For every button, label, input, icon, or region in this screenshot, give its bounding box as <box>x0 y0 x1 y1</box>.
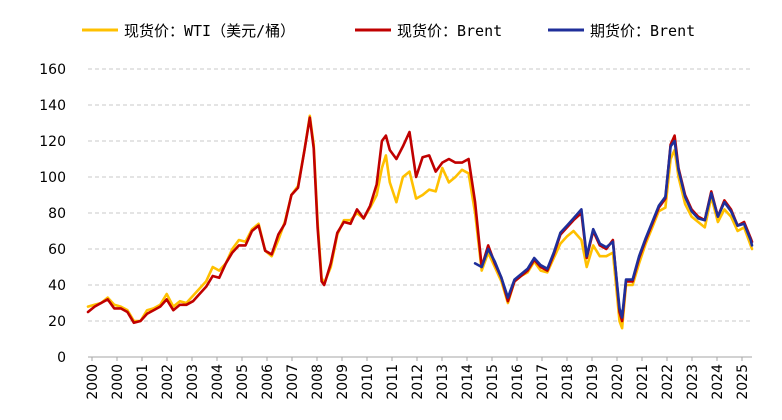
series-brent-futures-line <box>473 139 754 319</box>
legend: 现货价：WTI（美元/桶） 现货价：Brent 期货价：Brent <box>82 22 695 40</box>
x-tick-label: 2010 <box>360 364 376 400</box>
x-tick-label: 2002 <box>160 364 176 400</box>
x-tick-label: 2021 <box>635 364 651 400</box>
series-wti-spot-line <box>86 114 754 330</box>
x-tick-label: 2015 <box>485 364 501 400</box>
x-tick-label: 2024 <box>710 364 726 400</box>
y-axis: 0 20 40 60 80 100 120 140 160 <box>39 62 66 366</box>
series-brent-futures-legend-label: 期货价：Brent <box>590 22 695 40</box>
y-tick-label: 60 <box>48 242 66 258</box>
x-tick-label: 2006 <box>260 364 276 400</box>
x-tick-label: 2003 <box>185 364 201 400</box>
y-tick-label: 120 <box>39 134 66 150</box>
series-group <box>86 114 754 330</box>
x-tick-label: 2007 <box>285 364 301 400</box>
x-tick-label: 2009 <box>335 364 351 400</box>
x-axis: 2000 2000 2001 2002 2003 2004 2005 2006 2007 2008… <box>85 356 752 400</box>
y-tick-label: 160 <box>39 62 66 78</box>
series-wti-spot-legend-label: 现货价：WTI（美元/桶） <box>124 22 295 40</box>
y-tick-label: 0 <box>57 350 66 366</box>
x-tick-label: 2016 <box>510 364 526 400</box>
y-tick-label: 140 <box>39 98 66 114</box>
series-brent-spot-legend-label: 现货价：Brent <box>397 22 502 40</box>
y-tick-label: 40 <box>48 278 66 294</box>
y-tick-label: 20 <box>48 314 66 330</box>
x-tick-label: 2022 <box>660 364 676 400</box>
grid <box>88 68 752 322</box>
x-tick-label: 2025 <box>735 364 751 400</box>
x-tick-label: 2023 <box>685 364 701 400</box>
x-tick-label: 2005 <box>235 364 251 400</box>
y-tick-label: 80 <box>48 206 66 222</box>
x-tick-label: 2012 <box>410 364 426 400</box>
x-tick-label: 2000 <box>110 364 126 400</box>
x-tick-label: 2008 <box>310 364 326 400</box>
x-tick-label: 2019 <box>585 364 601 400</box>
x-tick-label: 2018 <box>560 364 576 400</box>
x-tick-label: 2001 <box>135 364 151 400</box>
x-tick-label: 2004 <box>210 364 226 400</box>
x-tick-label: 2011 <box>385 364 401 400</box>
y-tick-label: 100 <box>39 170 66 186</box>
x-tick-label: 2013 <box>435 364 451 400</box>
x-tick-label: 2017 <box>535 364 551 400</box>
x-tick-label: 2020 <box>610 364 626 400</box>
x-tick-label: 2000 <box>85 364 101 400</box>
x-tick-label: 2014 <box>460 364 476 400</box>
